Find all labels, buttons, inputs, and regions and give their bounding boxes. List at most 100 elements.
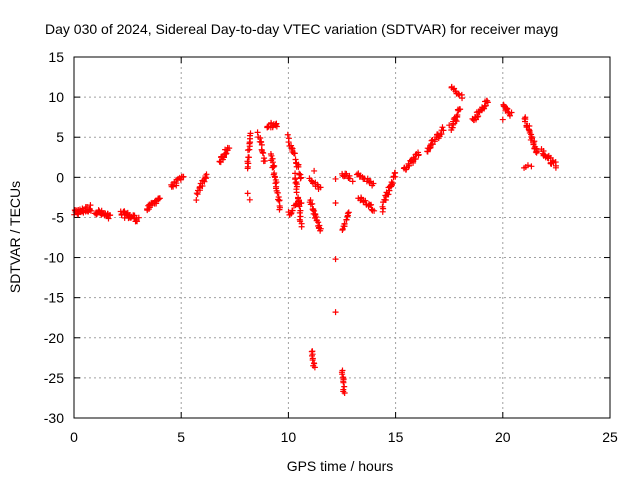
data-point <box>135 214 142 221</box>
data-point <box>88 207 95 214</box>
y-axis-label: SDTVAR / TECUs <box>7 181 23 293</box>
data-point <box>451 85 458 92</box>
data-point <box>524 162 531 169</box>
data-point <box>201 178 208 185</box>
data-point <box>276 206 283 213</box>
data-point <box>274 189 281 196</box>
data-point <box>199 183 206 190</box>
data-point <box>431 138 438 145</box>
data-point <box>177 176 184 183</box>
data-point <box>522 116 529 123</box>
data-point <box>247 130 254 137</box>
data-point <box>454 113 461 120</box>
data-point <box>87 202 94 209</box>
data-point <box>389 180 396 187</box>
data-point <box>260 150 267 157</box>
chart-title: Day 030 of 2024, Sidereal Day-to-day VTE… <box>45 21 558 37</box>
data-point <box>310 360 317 367</box>
data-point <box>332 309 339 316</box>
data-point <box>245 154 252 161</box>
x-tick-label: 10 <box>281 429 297 445</box>
data-point <box>504 106 511 113</box>
data-point <box>362 197 369 204</box>
data-point <box>534 148 541 155</box>
data-point <box>317 184 324 191</box>
data-point <box>131 212 138 219</box>
y-tick-label: 0 <box>56 169 64 185</box>
data-point <box>482 102 489 109</box>
data-point <box>415 152 422 159</box>
data-point <box>366 179 373 186</box>
data-point <box>341 389 348 396</box>
data-point <box>457 106 464 113</box>
data-point <box>379 208 386 215</box>
data-point <box>258 138 265 145</box>
data-point <box>370 180 377 187</box>
data-point <box>292 179 299 186</box>
data-point <box>455 91 462 98</box>
data-point <box>244 158 251 165</box>
x-tick-label: 0 <box>70 429 78 445</box>
data-point <box>364 175 371 182</box>
data-point <box>226 145 233 152</box>
data-point <box>340 379 347 386</box>
data-point <box>254 129 261 136</box>
data-point <box>440 127 447 134</box>
data-point <box>503 104 510 111</box>
y-tick-label: -5 <box>52 209 65 225</box>
data-point <box>341 221 348 228</box>
data-point <box>298 223 305 230</box>
data-point <box>134 218 141 225</box>
data-point <box>508 109 515 116</box>
data-point <box>388 179 395 186</box>
data-point <box>289 207 296 214</box>
y-tick-label: -30 <box>44 410 64 426</box>
data-point <box>284 131 291 138</box>
y-tick-label: -20 <box>44 330 64 346</box>
data-point <box>446 122 453 129</box>
data-point <box>526 127 533 134</box>
data-point <box>285 135 292 142</box>
data-point <box>180 173 187 180</box>
data-point <box>105 215 112 222</box>
data-point <box>107 212 114 219</box>
data-points <box>71 83 559 396</box>
data-point <box>346 175 353 182</box>
data-point <box>392 169 399 176</box>
data-point <box>528 163 535 170</box>
data-point <box>410 159 417 166</box>
data-point <box>484 97 491 104</box>
data-point <box>291 150 298 157</box>
data-point <box>309 356 316 363</box>
plot-frame <box>73 56 611 419</box>
data-point <box>311 364 318 371</box>
data-point <box>459 95 466 102</box>
y-tick-label: 10 <box>48 89 64 105</box>
x-tick-label: 5 <box>177 429 185 445</box>
data-point <box>506 112 513 119</box>
data-point <box>332 200 339 207</box>
x-tick-label: 20 <box>495 429 511 445</box>
data-point <box>202 174 209 181</box>
y-tick-label: 15 <box>48 49 64 65</box>
data-point <box>427 144 434 151</box>
data-point <box>531 138 538 145</box>
data-point <box>429 141 436 148</box>
data-point <box>193 190 200 197</box>
y-tick-label: 5 <box>56 129 64 145</box>
x-tick-label: 25 <box>602 429 618 445</box>
data-point <box>405 162 412 169</box>
data-point <box>344 210 351 217</box>
data-point <box>196 187 203 194</box>
grid-lines <box>74 57 610 418</box>
data-point <box>345 209 352 216</box>
data-point <box>270 163 277 170</box>
data-point <box>332 175 339 182</box>
data-point <box>332 256 339 263</box>
data-point <box>203 171 210 178</box>
data-point <box>156 195 163 202</box>
data-point <box>146 204 153 211</box>
data-point <box>309 200 316 207</box>
data-point <box>341 383 348 390</box>
